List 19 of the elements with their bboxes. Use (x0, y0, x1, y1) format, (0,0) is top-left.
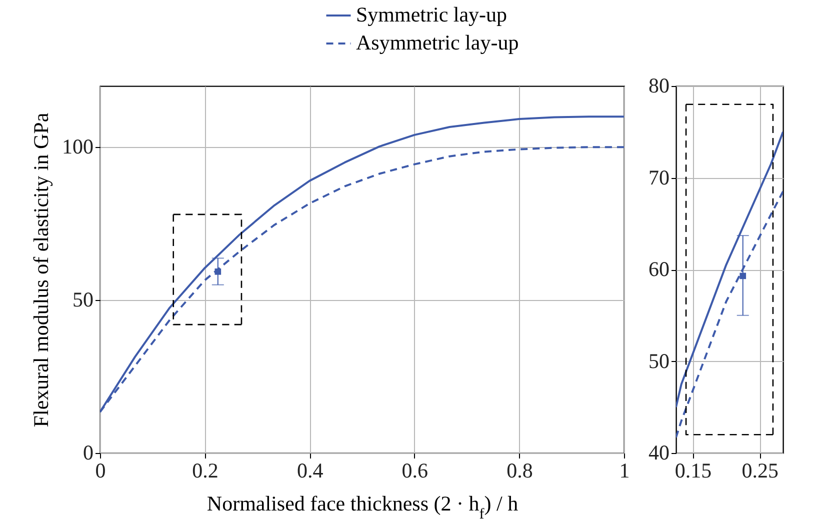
y-axis-title: Flexural modulus of elasticity in GPa (29, 112, 53, 428)
y-tick-label: 60 (648, 257, 670, 281)
x-tick-label: 0.15 (674, 458, 712, 482)
x-tick-label: 0.8 (506, 458, 533, 482)
y-tick-label: 0 (83, 440, 94, 464)
y-tick-label: 40 (648, 440, 670, 464)
x-tick-label: 0.6 (402, 458, 428, 482)
y-tick-label: 50 (648, 348, 670, 373)
x-tick-label: 0.2 (192, 458, 218, 482)
legend-label: Asymmetric lay-up (356, 30, 519, 54)
y-tick-label: 100 (62, 134, 94, 159)
y-tick-label: 50 (72, 288, 94, 312)
x-axis-title: Normalised face thickness (2 · h$_{f}$) / h (206, 492, 519, 522)
y-tick-label: 80 (648, 74, 670, 98)
x-tick-label: 1 (619, 458, 630, 482)
x-tick-label: 0.25 (742, 458, 778, 482)
y-tick-label: 70 (648, 165, 670, 190)
x-tick-label: 0.4 (296, 458, 324, 482)
legend-label: Symmetric lay-up (356, 2, 508, 26)
